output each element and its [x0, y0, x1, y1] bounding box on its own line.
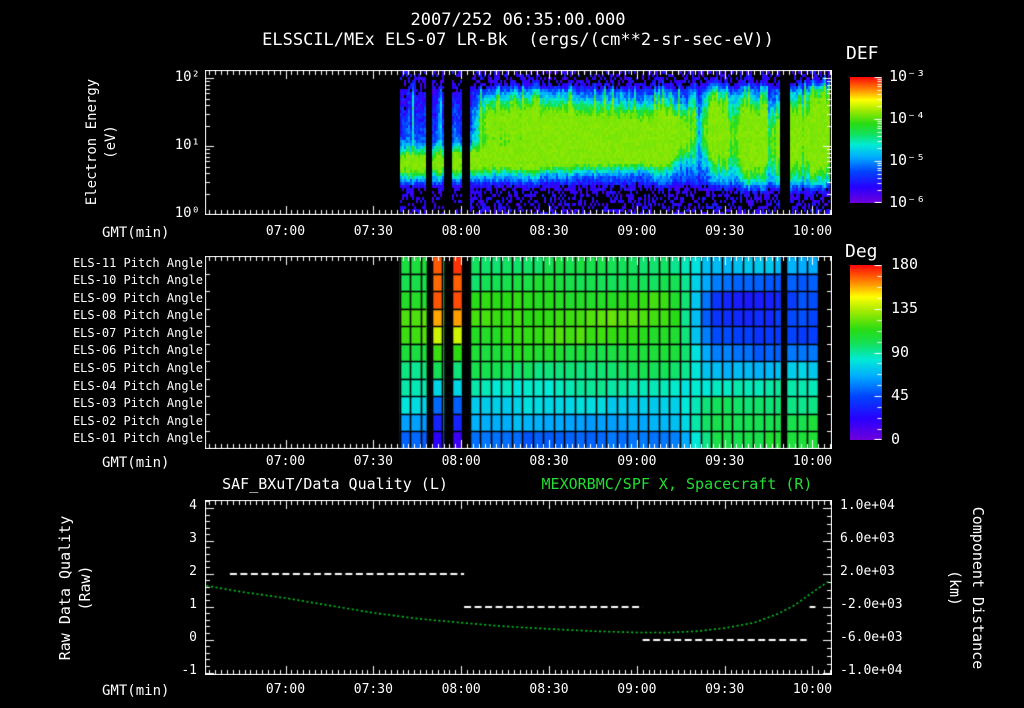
time-tick-label: 08:00 [441, 454, 481, 469]
time-tick-label: 08:30 [529, 454, 569, 469]
time-tick-label: 08:30 [529, 224, 569, 239]
distance-tick-label: -2.0e+03 [840, 596, 903, 612]
def-colorbar-tick-label: 10⁻³ [889, 67, 926, 85]
quality-tick-label: -1 [181, 662, 197, 678]
time-tick-label: 08:30 [529, 682, 569, 697]
distance-tick-label: 1.0e+04 [840, 498, 895, 513]
pitch-row-label: ELS-08 Pitch Angle [72, 308, 203, 323]
def-colorbar [850, 77, 882, 203]
pitch-row-label: ELS-03 Pitch Angle [72, 396, 203, 411]
time-tick-label: 09:30 [705, 224, 745, 239]
energy-spectrogram-canvas [205, 70, 832, 215]
quality-tick-label: 3 [189, 530, 197, 546]
time-tick-label: 10:00 [792, 454, 833, 469]
quality-tick-label: 1 [189, 596, 197, 612]
time-tick-label: 09:00 [617, 682, 657, 697]
pitch-row-label: ELS-04 Pitch Angle [72, 378, 203, 393]
time-tick-label: 10:00 [792, 224, 833, 239]
pitch-angle-heatmap-canvas [205, 256, 832, 449]
left-axis-title: SAF_BXuT/Data Quality (L) [222, 475, 448, 493]
quality-tick-label: 4 [189, 498, 197, 513]
deg-colorbar-tick-label: 90 [891, 342, 910, 361]
time-tick-label: 07:30 [353, 224, 393, 239]
gmt-label-middle: GMT(min) [102, 455, 170, 471]
pitch-row-label: ELS-07 Pitch Angle [72, 325, 203, 340]
pitch-row-label: ELS-10 Pitch Angle [72, 273, 203, 288]
pitch-row-label: ELS-05 Pitch Angle [72, 361, 203, 376]
energy-axis-label: Electron Energy (eV) [83, 42, 121, 242]
deg-colorbar-tick-label: 0 [891, 430, 901, 448]
def-colorbar-title: DEF [846, 43, 879, 64]
pitch-row-label: ELS-09 Pitch Angle [72, 290, 203, 305]
distance-tick-label: 6.0e+03 [840, 530, 895, 546]
distance-tick-label: -6.0e+03 [840, 629, 903, 645]
def-colorbar-tick-label: 10⁻⁴ [889, 109, 926, 127]
distance-tick-label: 2.0e+03 [840, 563, 895, 579]
pitch-row-label: ELS-11 Pitch Angle [72, 255, 203, 270]
energy-tick-label: 10² [174, 69, 200, 85]
time-tick-label: 09:30 [705, 682, 745, 697]
time-tick-label: 07:00 [265, 454, 306, 469]
deg-colorbar-tick-label: 180 [891, 255, 919, 273]
quality-axis-label-line2: (Raw) [76, 565, 94, 611]
time-tick-label: 09:00 [617, 454, 657, 469]
distance-axis-label-line1: Component Distance [969, 506, 987, 670]
time-tick-label: 09:30 [705, 454, 745, 469]
def-colorbar-tick-label: 10⁻⁵ [889, 151, 926, 169]
pitch-row-label: ELS-06 Pitch Angle [72, 343, 203, 358]
quality-axis-label: Raw Data Quality (Raw) [55, 488, 95, 688]
energy-tick-label: 10⁰ [174, 205, 200, 221]
def-colorbar-tick-label: 10⁻⁶ [889, 193, 926, 211]
distance-axis-label-line2: (km) [946, 569, 964, 607]
deg-colorbar [850, 265, 882, 440]
time-tick-label: 08:00 [441, 682, 481, 697]
time-tick-label: 08:00 [441, 224, 481, 239]
energy-axis-label-line1: Electron Energy [84, 78, 100, 206]
quality-axis-label-line1: Raw Data Quality [56, 515, 74, 661]
gmt-label-bottom: GMT(min) [102, 683, 170, 699]
gmt-label-top: GMT(min) [102, 225, 170, 241]
time-tick-label: 07:30 [353, 454, 393, 469]
deg-colorbar-tick-label: 135 [891, 298, 919, 317]
page-subtitle: ELSSCIL/MEx ELS-07 LR-Bk (ergs/(cm**2-sr… [262, 30, 774, 50]
time-tick-label: 07:00 [265, 224, 306, 239]
quality-tick-label: 0 [189, 629, 197, 645]
time-tick-label: 07:30 [353, 682, 393, 697]
quality-tick-label: 2 [189, 563, 197, 579]
distance-tick-label: -1.0e+04 [840, 662, 903, 678]
right-axis-title: MEXORBMC/SPF X, Spacecraft (R) [541, 475, 813, 493]
distance-axis-label: Component Distance (km) [943, 488, 989, 688]
time-tick-label: 09:00 [617, 224, 657, 239]
energy-tick-label: 10¹ [174, 137, 200, 153]
time-tick-label: 10:00 [792, 682, 833, 697]
pitch-row-label: ELS-02 Pitch Angle [72, 413, 203, 428]
deg-colorbar-title: Deg [845, 241, 878, 262]
page-title: 2007/252 06:35:00.000 [410, 10, 626, 30]
deg-colorbar-tick-label: 45 [891, 386, 910, 405]
time-tick-label: 07:00 [265, 682, 306, 697]
quality-distance-plot-canvas [205, 500, 832, 675]
energy-axis-label-line2: (eV) [103, 125, 119, 159]
pitch-row-label: ELS-01 Pitch Angle [72, 431, 203, 446]
